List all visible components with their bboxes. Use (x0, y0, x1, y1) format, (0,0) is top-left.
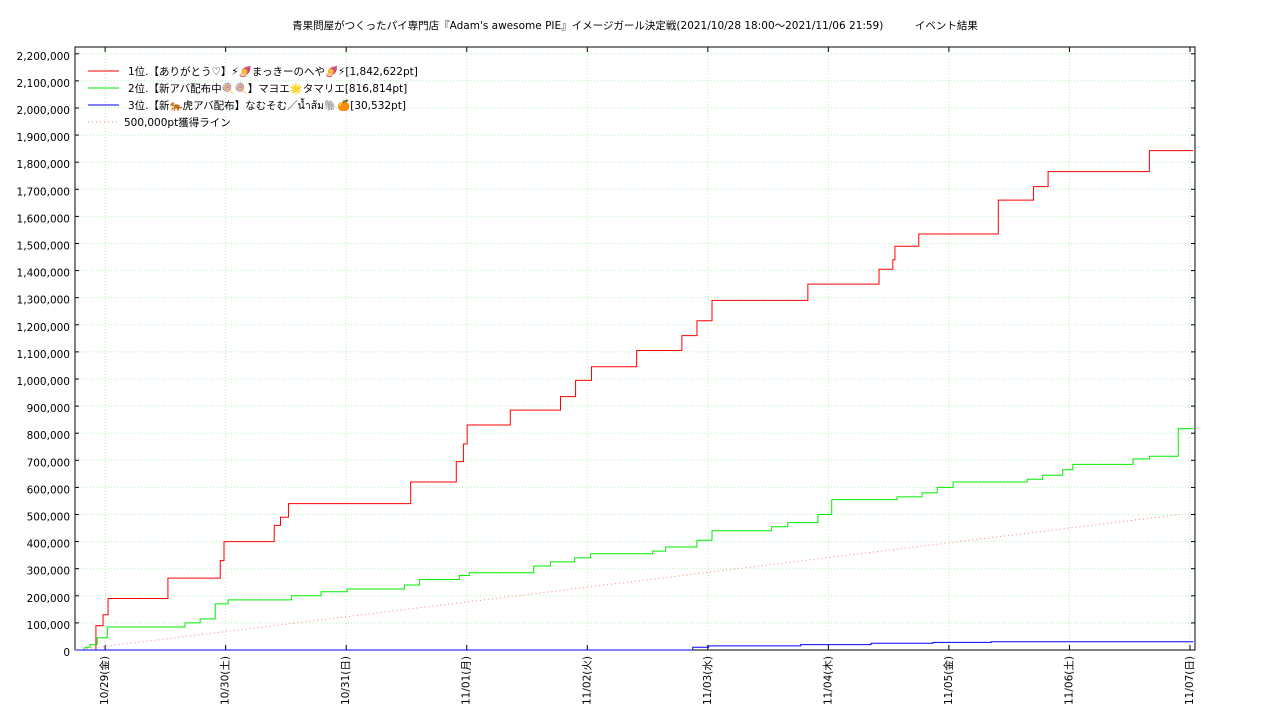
y-tick-label: 700,000 (27, 457, 70, 469)
chart-title: 青果問屋がつくったパイ専門店『Adam's awesome PIE』イメージガー… (292, 19, 978, 32)
y-tick-label: 300,000 (27, 566, 70, 578)
y-tick-label: 1,100,000 (17, 349, 70, 361)
y-tick-label: 400,000 (27, 539, 70, 551)
y-tick-label: 1,700,000 (17, 186, 70, 198)
y-tick-label: 1,900,000 (17, 132, 70, 144)
series-line (74, 513, 1180, 651)
y-tick-label: 1,300,000 (17, 295, 70, 307)
y-tick-label: 0 (63, 647, 70, 659)
y-tick-label: 1,200,000 (17, 322, 70, 334)
y-tick-label: 500,000 (27, 511, 70, 523)
y-tick-label: 1,600,000 (17, 213, 70, 225)
x-tick-label: 11/03(水) (702, 656, 714, 705)
x-tick-label: 10/29(金) (98, 656, 111, 705)
legend-label: 500,000pt獲得ライン (124, 116, 231, 129)
y-tick-label: 800,000 (27, 430, 70, 442)
y-tick-label: 1,000,000 (17, 376, 70, 388)
series-line (75, 428, 1194, 651)
x-tick-label: 11/06(土) (1062, 656, 1075, 705)
y-tick-label: 100,000 (27, 620, 70, 632)
x-tick-label: 11/07(日) (1184, 656, 1196, 705)
y-tick-label: 1,400,000 (17, 268, 70, 280)
y-tick-label: 600,000 (27, 484, 70, 496)
y-tick-label: 1,500,000 (17, 240, 70, 252)
y-tick-label: 2,100,000 (17, 78, 70, 90)
series-line (75, 641, 1194, 651)
x-tick-label: 11/05(金) (942, 656, 955, 705)
y-tick-label: 900,000 (27, 403, 70, 415)
x-tick-label: 11/01(月) (461, 656, 473, 705)
y-tick-label: 2,000,000 (17, 105, 70, 117)
legend-label: 1位.【ありがとう♡】⚡🍠まっきーのへや🍠⚡[1,842,622pt] (128, 65, 418, 78)
y-tick-label: 1,800,000 (17, 159, 70, 171)
x-tick-label: 11/02(火) (581, 656, 593, 705)
x-tick-label: 11/04(木) (822, 656, 834, 705)
y-tick-label: 200,000 (27, 593, 70, 605)
legend-label: 3位.【新🐅虎アバ配布】なむそむ／น้ำส้ม🐘🍊[30,532pt] (128, 98, 406, 112)
series-line (75, 150, 1194, 651)
x-tick-label: 10/31(日) (340, 656, 352, 705)
legend-label: 2位.【新アバ配布中🍭🍭】マヨエ🌟タマリエ[816,814pt] (128, 81, 407, 95)
y-tick-label: 2,200,000 (17, 51, 70, 63)
x-tick-label: 10/30(土) (219, 656, 232, 705)
plot-frame (74, 46, 1196, 651)
